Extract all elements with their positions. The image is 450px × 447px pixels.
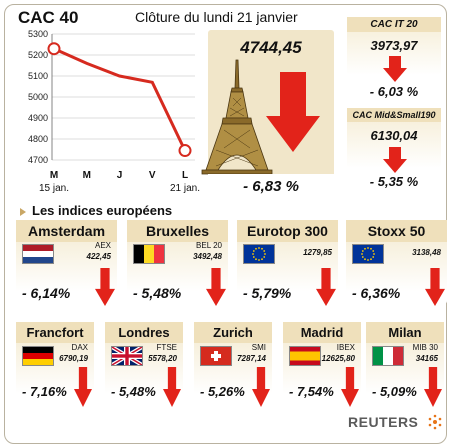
cac-it20-down-arrow-icon <box>383 56 407 82</box>
cac40-value: 4744,45 <box>240 38 302 57</box>
index-name: Milan <box>366 322 444 343</box>
down-arrow-icon <box>74 367 92 412</box>
index-name: Zurich <box>194 322 272 343</box>
uk-flag-icon <box>111 346 143 366</box>
index-name: Madrid <box>283 322 361 343</box>
section-title-text: Les indices européens <box>32 203 173 218</box>
switzerland-flag-icon <box>200 346 232 366</box>
eiffel-tower-icon <box>201 59 273 175</box>
index-name: Stoxx 50 <box>346 220 447 242</box>
chart-y-ticks: 4700 4800 4900 5000 5100 5200 5300 <box>28 29 48 165</box>
index-code: DAX <box>71 343 88 352</box>
y-tick-label: 4800 <box>28 134 48 144</box>
index-value: 3138,48 <box>412 248 441 257</box>
cac40-down-arrow-icon <box>266 72 320 152</box>
side-value-cac-midsmall: 6130,04 <box>370 128 418 143</box>
index-value: 34165 <box>415 354 438 363</box>
belgium-flag-icon <box>133 244 165 264</box>
side-name-cac-it20: CAC IT 20 <box>347 17 441 32</box>
cac40-change-box <box>208 174 334 204</box>
y-tick-label: 4900 <box>28 113 48 123</box>
x-date-label: 15 jan. <box>38 183 70 194</box>
x-tick-label: L <box>181 170 189 181</box>
x-date-label: 21 jan. <box>169 183 201 194</box>
eu-flag-icon <box>352 244 384 264</box>
down-arrow-icon <box>252 367 270 412</box>
index-code: SMI <box>251 343 266 352</box>
cac40-change: - 6,83 % <box>243 178 299 195</box>
credit: REUTERS <box>348 414 419 430</box>
index-change: - 6,14% <box>22 285 71 301</box>
reuters-logo-icon <box>428 414 442 430</box>
x-tick-label: M <box>49 170 59 181</box>
index-name: Amsterdam <box>16 220 117 242</box>
italy-flag-icon <box>372 346 404 366</box>
y-tick-label: 5000 <box>28 92 48 102</box>
y-tick-label: 4700 <box>28 155 48 165</box>
index-value: 12625,80 <box>321 354 355 363</box>
x-tick-label: J <box>116 170 123 181</box>
index-change: - 5,09% <box>372 384 417 399</box>
index-code: MIB 30 <box>412 343 438 352</box>
x-tick-label: V <box>148 170 156 181</box>
down-arrow-icon <box>95 268 115 311</box>
section-title: Les indices européens <box>20 203 172 218</box>
down-arrow-icon <box>316 268 336 311</box>
bullet-icon <box>20 207 26 216</box>
index-value: 422,45 <box>86 252 111 261</box>
cac-midsmall-down-arrow-icon <box>383 147 407 173</box>
chart-grid <box>51 33 195 161</box>
cac40-line <box>53 47 187 152</box>
y-tick-label: 5100 <box>28 71 48 81</box>
index-name: Bruxelles <box>127 220 228 242</box>
index-code: FTSE <box>156 343 177 352</box>
y-tick-label: 5300 <box>28 29 48 39</box>
index-name: Londres <box>105 322 183 343</box>
cac40-line-chart: 4700 4800 4900 5000 5100 5200 5300 <box>28 29 195 165</box>
side-change-cac-it20: - 6,03 % <box>369 84 419 99</box>
down-arrow-icon <box>424 367 442 412</box>
index-value: 6790,19 <box>59 354 88 363</box>
down-arrow-icon <box>163 367 181 412</box>
y-tick-label: 5200 <box>28 50 48 60</box>
data-point <box>47 42 61 56</box>
index-change: - 6,36% <box>352 285 401 301</box>
eu-flag-icon <box>243 244 275 264</box>
side-value-cac-it20: 3973,97 <box>370 38 418 53</box>
chart-title: CAC 40 <box>18 8 79 27</box>
index-value: 7287,14 <box>237 354 266 363</box>
spain-flag-icon <box>289 346 321 366</box>
data-point <box>178 144 192 158</box>
index-value: 5578,20 <box>148 354 177 363</box>
index-code: AEX <box>94 241 111 250</box>
down-arrow-icon <box>425 268 445 311</box>
chart-points <box>47 42 192 158</box>
subtitle: Clôture du lundi 21 janvier <box>135 9 298 25</box>
index-change: - 7,54% <box>289 384 334 399</box>
index-change: - 5,48% <box>111 384 156 399</box>
index-code: IBEX <box>336 343 355 352</box>
index-change: - 5,79% <box>243 285 292 301</box>
index-value: 1279,85 <box>303 248 332 257</box>
index-change: - 5,48% <box>133 285 182 301</box>
index-change: - 7,16% <box>22 384 67 399</box>
x-tick-label: M <box>82 170 91 181</box>
side-change-cac-midsmall: - 5,35 % <box>369 174 419 189</box>
side-name-cac-midsmall: CAC Mid&Small190 <box>347 108 441 122</box>
netherlands-flag-icon <box>22 244 54 264</box>
down-arrow-icon <box>341 367 359 412</box>
index-value: 3492,48 <box>193 252 222 261</box>
down-arrow-icon <box>206 268 226 311</box>
index-name: Francfort <box>16 322 94 343</box>
index-code: BEL 20 <box>196 241 222 250</box>
germany-flag-icon <box>22 346 54 366</box>
index-change: - 5,26% <box>200 384 245 399</box>
index-name: Eurotop 300 <box>237 220 338 242</box>
